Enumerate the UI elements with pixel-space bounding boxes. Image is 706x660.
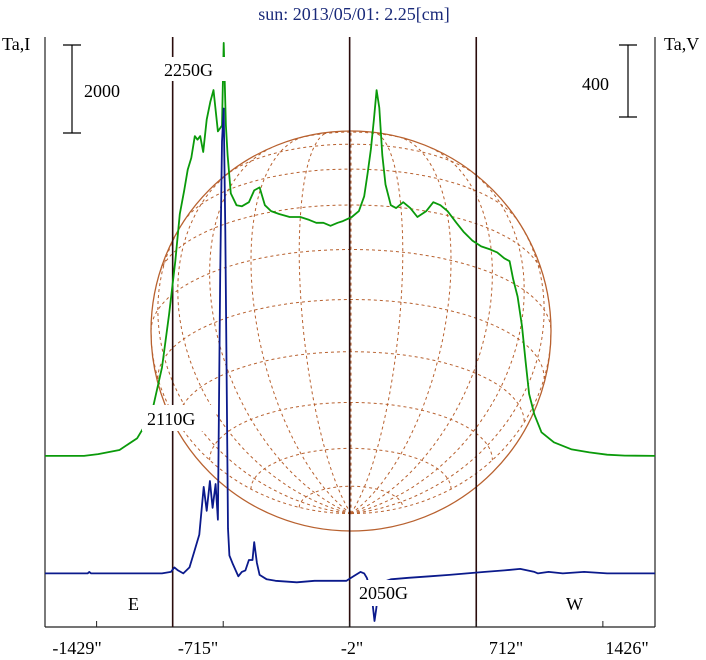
- longitude-line: [177, 167, 352, 515]
- series-line-i: [45, 42, 656, 457]
- longitude-line: [350, 132, 404, 514]
- x-tick-label: 712": [489, 638, 523, 658]
- solar-disc-limb: [150, 130, 552, 532]
- limb-label-east: E: [128, 594, 139, 614]
- latitude-line: [298, 485, 404, 508]
- longitude-line: [157, 221, 352, 515]
- latitude-line: [224, 143, 478, 177]
- longitude-line: [250, 137, 352, 514]
- x-tick-label: 1426": [605, 638, 648, 658]
- limb-label-west: W: [566, 594, 583, 614]
- longitude-line: [350, 330, 551, 515]
- longitude-line: [350, 145, 493, 515]
- annotation-bg: [162, 57, 226, 81]
- longitude-line: [350, 137, 452, 514]
- annotation-2110g: 2110G: [147, 409, 195, 429]
- x-tick-label: -1429": [52, 638, 101, 658]
- longitude-line: [209, 145, 352, 515]
- longitude-line: [151, 330, 352, 515]
- y-label-right: Ta,V: [664, 34, 699, 54]
- chart-title: sun: 2013/05/01: 2.25[cm]: [258, 4, 450, 24]
- y-label-left: Ta,I: [2, 34, 30, 54]
- annotation-2050g: 2050G: [359, 583, 408, 603]
- annotation-bg: [355, 580, 427, 606]
- annotation-2250g: 2250G: [164, 60, 213, 80]
- longitude-line: [350, 167, 525, 515]
- annotation-bg: [142, 405, 216, 431]
- plot-area: [44, 37, 656, 628]
- longitude-line: [298, 132, 352, 514]
- scale-bar-right-label: 400: [582, 74, 609, 94]
- x-tick-label: -2": [341, 638, 363, 658]
- latitude-line: [177, 351, 525, 423]
- x-tick-label: -715": [178, 638, 218, 658]
- series-line-v: [45, 107, 655, 622]
- solar-grid: [151, 131, 551, 515]
- longitude-line: [350, 221, 545, 515]
- scale-bar-left-label: 2000: [84, 81, 120, 101]
